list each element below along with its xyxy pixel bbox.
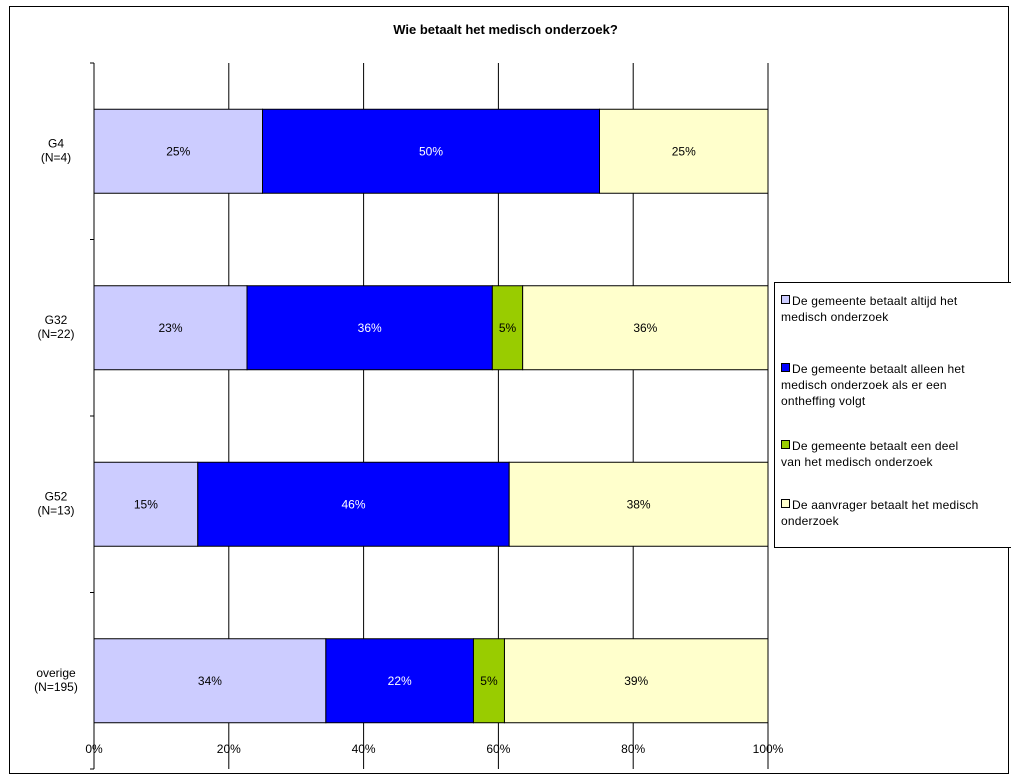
legend-swatch [781,440,790,449]
bar-segment [522,285,769,371]
x-tick-label: 100% [753,742,784,756]
legend-swatch [781,499,790,508]
legend-label: ontheffing volgt [781,394,866,408]
chart-legend: De gemeente betaalt altijd het medisch on… [774,282,1011,548]
bar-segment [599,108,769,194]
category-label: G52 [45,489,68,503]
data-label: 5% [480,674,498,688]
x-tick-label: 0% [85,742,103,756]
legend-label: onderzoek [781,514,839,528]
legend-swatch [781,363,790,372]
data-label: 23% [158,321,182,335]
bar-segment [246,285,493,371]
x-tick-label: 80% [621,742,645,756]
legend-label: De gemeente betaalt alleen het [792,362,965,376]
legend-label: De aanvrager betaalt het medisch [792,498,979,512]
bar-segment [472,638,505,724]
chart-title: Wie betaalt het medisch onderzoek? [393,22,618,37]
x-tick-label: 40% [352,742,376,756]
data-label: 15% [134,497,158,511]
data-label: 36% [633,321,657,335]
legend-item: De gemeente betaalt alleen het medisch on… [781,361,1011,409]
data-label: 34% [198,674,222,688]
legend-item: De gemeente betaalt altijd het medisch on… [781,293,1011,325]
legend-swatch [781,295,790,304]
category-label: (N=22) [37,327,74,341]
bar-segment [93,461,199,547]
bar-segment [197,461,510,547]
category-label: (N=13) [37,503,74,517]
legend-label: medisch onderzoek als er een [781,378,947,392]
legend-item: De gemeente betaalt een deel van het medi… [781,438,1011,470]
bar-segment [262,108,600,194]
category-label: G32 [45,313,68,327]
bar-segment [491,285,524,371]
data-label: 46% [341,497,365,511]
data-label: 38% [627,497,651,511]
category-label: overige [36,666,76,680]
data-label: 50% [419,144,443,158]
legend-label: De gemeente betaalt altijd het [792,294,958,308]
data-label: 25% [672,144,696,158]
x-tick-label: 20% [217,742,241,756]
legend-label: De gemeente betaalt een deel [792,439,959,453]
bar-segment [508,461,769,547]
data-label: 39% [624,674,648,688]
legend-item: De aanvrager betaalt het medisch onderzoe… [781,497,1011,529]
category-label: G4 [48,136,64,150]
category-label: (N=195) [34,680,78,694]
data-label: 36% [358,321,382,335]
x-tick-label: 60% [486,742,510,756]
category-label: (N=4) [41,150,71,164]
bar-segment [93,285,248,371]
legend-label: van het medisch onderzoek [781,455,933,469]
legend-label: medisch onderzoek [781,310,889,324]
bar-segment [325,638,474,724]
data-label: 5% [499,321,517,335]
data-label: 22% [388,674,412,688]
data-label: 25% [166,144,190,158]
bar-segment [503,638,769,724]
